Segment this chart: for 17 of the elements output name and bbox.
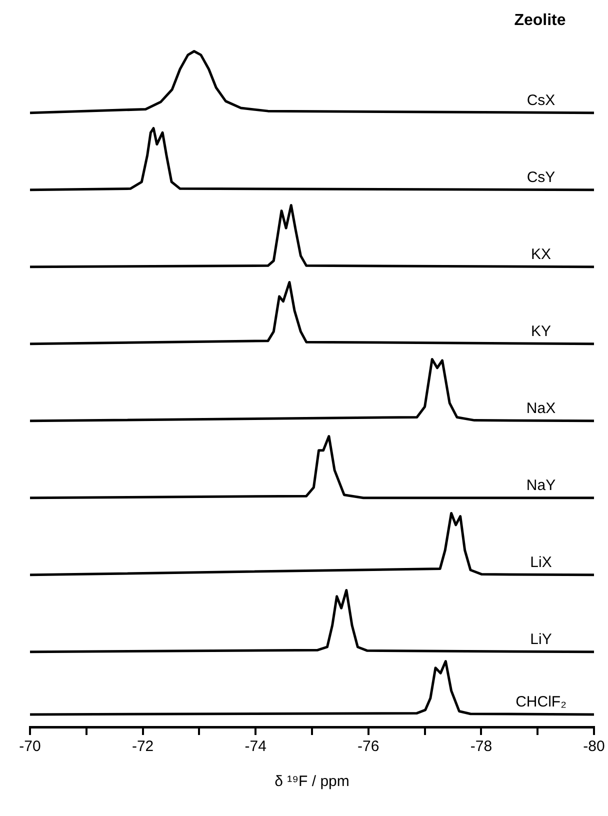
series-label: NaX	[526, 400, 556, 417]
x-tick-label: -74	[244, 738, 266, 756]
x-tick-label: -80	[583, 738, 605, 756]
x-tick-label: -72	[132, 738, 154, 756]
series-label: NaY	[526, 476, 556, 494]
series-label: LiX	[530, 554, 552, 571]
series-label: CsY	[526, 168, 556, 186]
x-tick-label: -70	[19, 738, 41, 756]
series-label: KY	[530, 322, 552, 340]
series-label: CHClF₂	[516, 694, 567, 711]
x-axis-title: δ ¹⁹F / ppm	[274, 773, 350, 790]
series-label: LiY	[530, 630, 552, 648]
x-tick-label: -78	[470, 738, 492, 756]
series-label: CsX	[526, 92, 556, 109]
chart-title: Zeolite	[513, 12, 567, 30]
x-tick-label: -76	[358, 738, 380, 756]
series-label: KX	[530, 246, 552, 263]
